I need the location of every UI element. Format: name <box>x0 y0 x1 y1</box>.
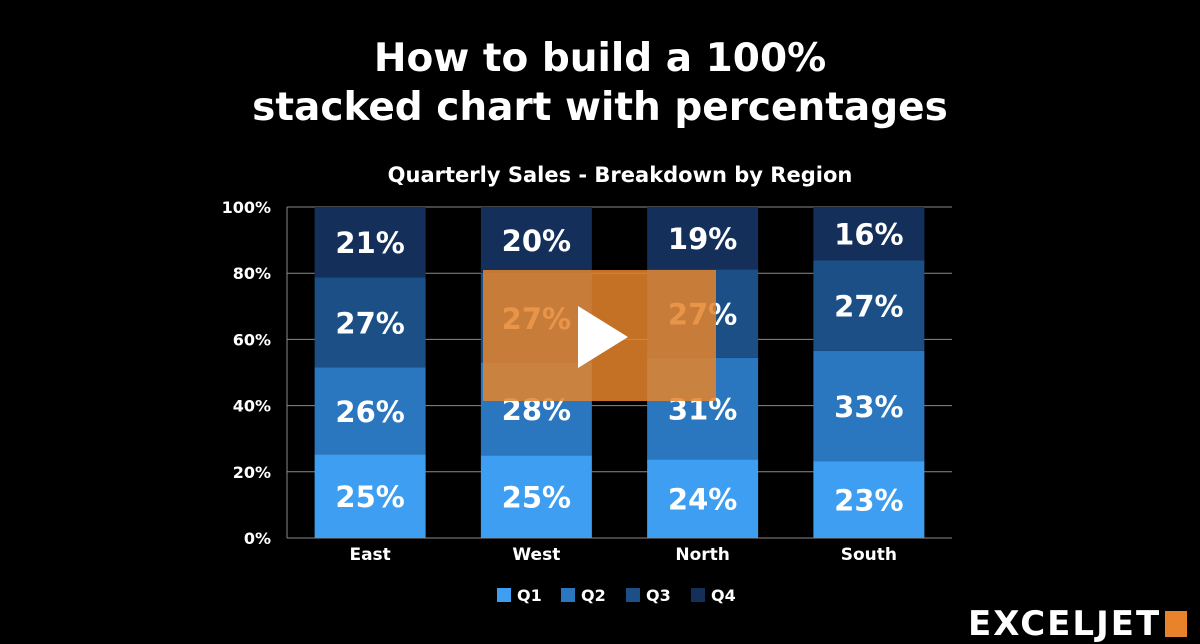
bar-segment-q2 <box>813 350 925 462</box>
y-tick-label: 60% <box>233 330 271 349</box>
data-label: 26% <box>335 395 404 429</box>
bar-segment-q3 <box>314 277 426 368</box>
data-label: 16% <box>834 218 903 252</box>
data-label: 25% <box>335 480 404 514</box>
x-category-label: North <box>675 545 730 565</box>
data-label: 27% <box>335 306 404 340</box>
legend-label: Q2 <box>581 586 606 605</box>
legend-label: Q3 <box>646 586 671 605</box>
y-tick-label: 40% <box>233 397 271 416</box>
bar-segment-q1 <box>647 459 759 538</box>
bar-segment-q4 <box>314 207 426 278</box>
legend-swatch-q2 <box>561 588 575 602</box>
x-category-label: West <box>512 545 560 565</box>
bar-segment-q4 <box>813 207 925 261</box>
y-tick-label: 0% <box>244 529 271 548</box>
y-tick-label: 80% <box>233 264 271 283</box>
video-headline: How to build a 100% stacked chart with p… <box>0 34 1200 132</box>
x-category-label: South <box>841 545 897 565</box>
bar-segment-q1 <box>480 455 592 538</box>
legend-swatch-q3 <box>626 588 640 602</box>
legend-label: Q4 <box>711 586 736 605</box>
bar-segment-q2 <box>314 367 426 455</box>
legend-swatch-q1 <box>497 588 511 602</box>
data-label: 21% <box>335 226 404 260</box>
chart-title: Quarterly Sales - Breakdown by Region <box>388 163 853 187</box>
data-label: 25% <box>502 481 571 515</box>
data-label: 20% <box>502 224 571 258</box>
data-label: 24% <box>668 483 737 517</box>
data-label: 27% <box>834 290 903 324</box>
legend-label: Q1 <box>517 586 542 605</box>
data-label: 23% <box>834 484 903 518</box>
data-label: 33% <box>834 390 903 424</box>
y-tick-label: 100% <box>222 198 271 217</box>
play-icon <box>578 306 628 368</box>
bar-segment-q3 <box>813 260 925 351</box>
brand-logo: EXCELJET <box>968 604 1188 644</box>
headline-line-2: stacked chart with percentages <box>252 85 948 130</box>
play-button[interactable] <box>483 270 716 401</box>
brand-name: EXCELJET <box>968 604 1162 644</box>
headline-line-1: How to build a 100% <box>373 36 827 81</box>
bar-segment-q1 <box>314 454 426 538</box>
data-label: 19% <box>668 222 737 256</box>
y-tick-label: 20% <box>233 463 271 482</box>
legend-swatch-q4 <box>691 588 705 602</box>
brand-mark-icon <box>1165 611 1188 637</box>
x-category-label: East <box>349 545 390 565</box>
bar-segment-q4 <box>647 207 759 270</box>
bar-segment-q4 <box>480 207 592 274</box>
bar-segment-q1 <box>813 461 925 538</box>
